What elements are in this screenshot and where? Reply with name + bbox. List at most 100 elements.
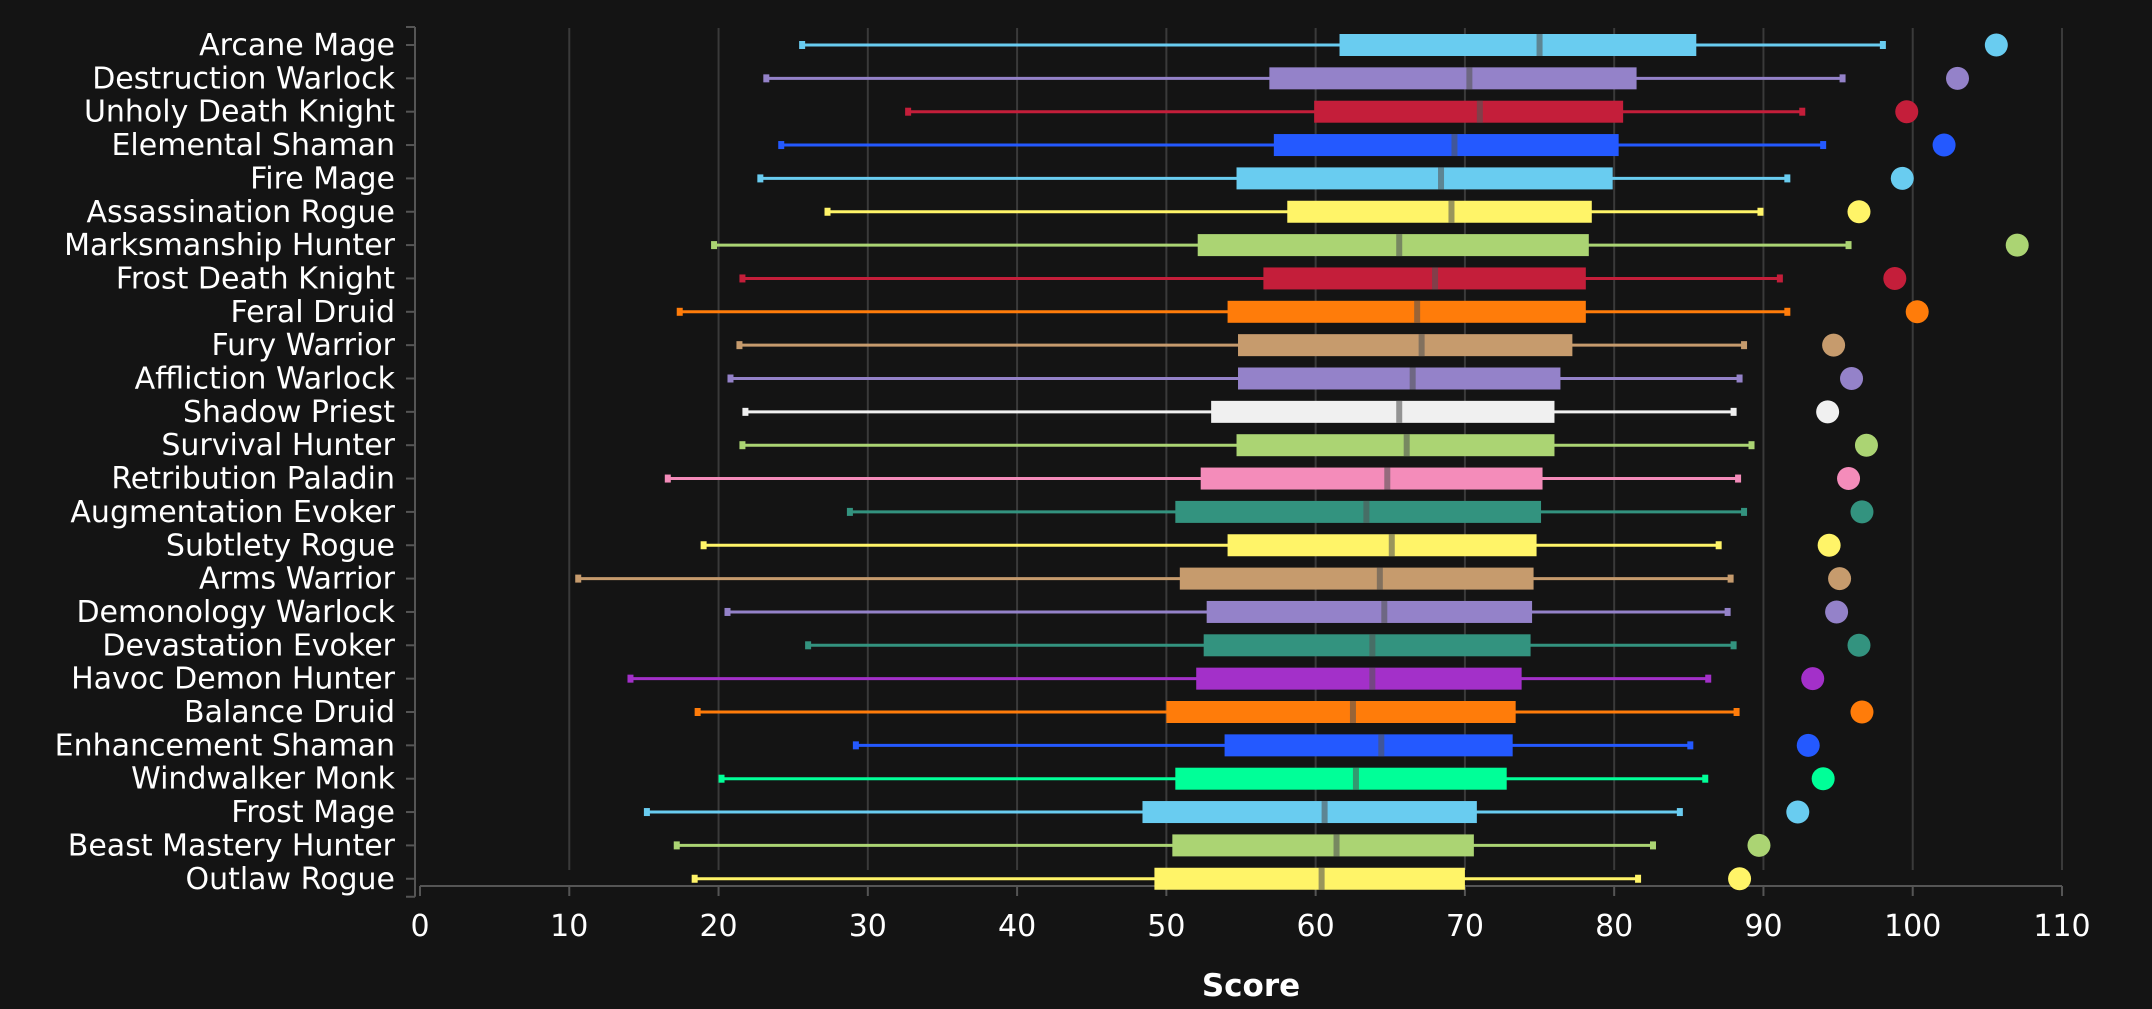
whisker-cap-min bbox=[700, 541, 707, 550]
series-row bbox=[739, 266, 1907, 290]
whisker-cap-max bbox=[1845, 241, 1852, 250]
whisker-cap-min bbox=[711, 241, 718, 250]
iqr-box bbox=[1238, 367, 1561, 390]
whisker-cap-min bbox=[739, 441, 746, 450]
iqr-box bbox=[1196, 667, 1522, 690]
category-label: Windwalker Monk bbox=[131, 762, 396, 797]
series-row bbox=[575, 567, 1852, 591]
x-tick-label: 60 bbox=[1297, 909, 1335, 944]
max-point-dot bbox=[1905, 300, 1929, 324]
category-label: Demonology Warlock bbox=[76, 595, 395, 630]
iqr-box bbox=[1238, 334, 1573, 357]
iqr-box bbox=[1273, 134, 1619, 157]
max-point-dot bbox=[1747, 833, 1771, 857]
median-marker bbox=[1333, 834, 1340, 857]
median-marker bbox=[1363, 500, 1370, 523]
whisker-cap-max bbox=[1741, 507, 1748, 516]
axes bbox=[406, 26, 2063, 898]
whisker-cap-max bbox=[1730, 407, 1737, 416]
category-label: Balance Druid bbox=[184, 695, 395, 730]
category-label: Frost Mage bbox=[231, 795, 395, 830]
whisker-cap-min bbox=[627, 674, 634, 683]
whisker-cap-min bbox=[905, 107, 912, 116]
iqr-box bbox=[1339, 34, 1697, 56]
category-label: Shadow Priest bbox=[183, 395, 395, 430]
iqr-box bbox=[1203, 634, 1531, 657]
whisker-cap-max bbox=[1784, 307, 1791, 316]
max-point-dot bbox=[1840, 367, 1864, 390]
series-row bbox=[824, 200, 1871, 224]
series-row bbox=[664, 467, 1861, 491]
whisker-cap-max bbox=[1733, 708, 1740, 716]
category-label: Beast Mastery Hunter bbox=[68, 828, 396, 863]
series-row bbox=[763, 66, 1970, 90]
series-row bbox=[799, 33, 2008, 57]
iqr-box bbox=[1166, 701, 1516, 723]
iqr-box bbox=[1314, 100, 1624, 123]
category-label: Fury Warrior bbox=[211, 328, 395, 363]
whisker-cap-max bbox=[1649, 841, 1656, 850]
median-marker bbox=[1376, 567, 1383, 590]
category-label: Fire Mage bbox=[250, 161, 395, 196]
median-marker bbox=[1352, 767, 1359, 790]
whisker-cap-max bbox=[1727, 574, 1734, 583]
iqr-box bbox=[1206, 600, 1533, 623]
x-tick-label: 20 bbox=[699, 909, 737, 944]
max-point-dot bbox=[1883, 266, 1907, 290]
whisker-cap-min bbox=[799, 41, 806, 49]
median-marker bbox=[1451, 134, 1458, 157]
whisker-cap-max bbox=[1736, 374, 1743, 383]
median-marker bbox=[1418, 334, 1425, 357]
whisker-cap-min bbox=[694, 708, 701, 716]
category-label: Destruction Warlock bbox=[92, 61, 395, 96]
category-label: Arms Warrior bbox=[199, 562, 396, 597]
iqr-box bbox=[1211, 400, 1555, 423]
max-point-dot bbox=[1847, 633, 1871, 657]
category-label: Frost Death Knight bbox=[116, 261, 395, 296]
series-row bbox=[739, 433, 1878, 457]
series-boxes bbox=[575, 33, 2029, 891]
whisker-cap-min bbox=[724, 607, 731, 616]
category-label: Feral Druid bbox=[231, 295, 396, 330]
max-point-dot bbox=[1837, 467, 1861, 491]
whisker-cap-max bbox=[1748, 441, 1755, 450]
whisker-cap-min bbox=[691, 874, 698, 883]
median-marker bbox=[1476, 100, 1483, 123]
max-point-dot bbox=[1850, 700, 1874, 724]
category-label: Assassination Rogue bbox=[86, 195, 395, 230]
whisker-cap-min bbox=[852, 741, 859, 750]
median-marker bbox=[1438, 167, 1445, 190]
whisker-cap-min bbox=[727, 374, 734, 383]
iqr-box bbox=[1269, 67, 1637, 90]
whisker-cap-min bbox=[718, 774, 725, 783]
median-marker bbox=[1536, 34, 1543, 56]
category-label: Subtlety Rogue bbox=[166, 528, 395, 563]
whisker-cap-max bbox=[1735, 474, 1742, 483]
whisker-cap-max bbox=[1839, 74, 1846, 83]
median-marker bbox=[1369, 667, 1376, 690]
whisker-cap-min bbox=[676, 307, 683, 316]
max-point-dot bbox=[2005, 233, 2029, 257]
series-row bbox=[805, 633, 1871, 657]
iqr-box bbox=[1236, 167, 1613, 190]
median-marker bbox=[1318, 867, 1325, 890]
series-row bbox=[718, 767, 1835, 791]
median-marker bbox=[1414, 300, 1421, 323]
whisker-cap-max bbox=[1724, 607, 1731, 616]
whisker-cap-min bbox=[846, 507, 853, 516]
category-label: Affliction Warlock bbox=[135, 362, 396, 397]
iqr-box bbox=[1200, 467, 1543, 490]
whisker-cap-max bbox=[1730, 641, 1737, 650]
iqr-box bbox=[1197, 234, 1589, 257]
category-label: Survival Hunter bbox=[161, 428, 395, 463]
max-point-dot bbox=[1796, 733, 1820, 757]
median-marker bbox=[1381, 600, 1388, 623]
iqr-box bbox=[1224, 734, 1513, 757]
x-tick-label: 50 bbox=[1147, 909, 1185, 944]
iqr-box bbox=[1227, 300, 1586, 323]
max-point-dot bbox=[1822, 333, 1846, 357]
category-label: Enhancement Shaman bbox=[55, 728, 395, 763]
whisker-cap-max bbox=[1820, 141, 1827, 150]
x-tick-label: 40 bbox=[998, 909, 1036, 944]
median-marker bbox=[1388, 534, 1395, 557]
